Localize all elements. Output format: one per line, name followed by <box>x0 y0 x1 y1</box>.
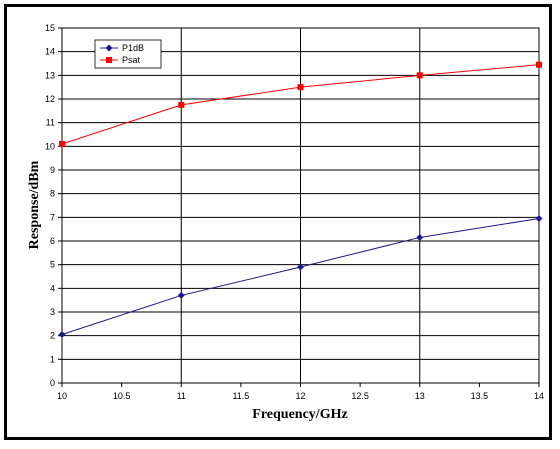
series-group <box>58 61 543 338</box>
data-point-psat <box>59 140 65 147</box>
data-point-psat <box>416 72 423 79</box>
y-tick-label: 2 <box>50 331 55 341</box>
data-point-psat <box>297 84 304 91</box>
data-point-p1db <box>58 330 66 338</box>
y-tick-label: 1 <box>50 354 55 364</box>
legend-p1db-marker <box>105 44 113 52</box>
x-tick-label: 10 <box>57 391 67 401</box>
x-tick-label: 10.5 <box>113 391 131 401</box>
y-tick-label: 15 <box>45 23 55 33</box>
data-point-psat <box>178 101 185 108</box>
x-tick-label: 12.5 <box>351 391 369 401</box>
legend-p1db-symbol <box>105 44 113 52</box>
legend: P1dB Psat <box>94 39 162 69</box>
y-tick-label: 9 <box>50 165 55 175</box>
legend-psat-symbol <box>106 57 112 63</box>
x-tick-label: 13.5 <box>471 391 489 401</box>
y-tick-label: 4 <box>50 283 55 293</box>
x-tick-labels: 10 10.5 11 11.5 12 12.5 13 13.5 14 <box>57 383 544 401</box>
series-p1db <box>58 215 543 338</box>
series-psat <box>59 61 542 147</box>
x-axis-title: Frequency/GHz <box>252 407 347 422</box>
y-tick-label: 6 <box>50 236 55 246</box>
data-point-p1db <box>416 233 424 241</box>
legend-psat-marker <box>106 57 112 63</box>
y-tick-label: 5 <box>50 260 55 270</box>
y-tick-label: 8 <box>50 189 55 199</box>
y-tick-label: 3 <box>50 307 55 317</box>
y-tick-label: 10 <box>45 141 55 151</box>
legend-p1db-label: P1dB <box>122 43 144 53</box>
y-tick-label: 12 <box>45 94 55 104</box>
x-tick-label: 14 <box>534 391 544 401</box>
x-tick-label: 11 <box>177 391 186 401</box>
y-axis-title: Response/dBm <box>27 160 42 249</box>
data-point-p1db <box>177 291 185 299</box>
y-tick-label: 0 <box>50 378 55 388</box>
x-tick-label: 12 <box>295 391 305 401</box>
y-tick-label: 14 <box>45 47 55 57</box>
data-point-p1db <box>297 263 304 271</box>
x-tick-label: 13 <box>415 391 425 401</box>
y-tick-label: 13 <box>45 70 55 80</box>
gridlines <box>62 28 539 383</box>
x-tick-label: 11.5 <box>232 391 249 401</box>
data-point-psat <box>536 61 542 68</box>
legend-box <box>94 39 162 69</box>
legend-psat-label: Psat <box>122 55 141 65</box>
y-tick-label: 7 <box>50 212 55 222</box>
y-tick-label: 11 <box>46 118 55 128</box>
data-point-p1db <box>535 215 543 223</box>
